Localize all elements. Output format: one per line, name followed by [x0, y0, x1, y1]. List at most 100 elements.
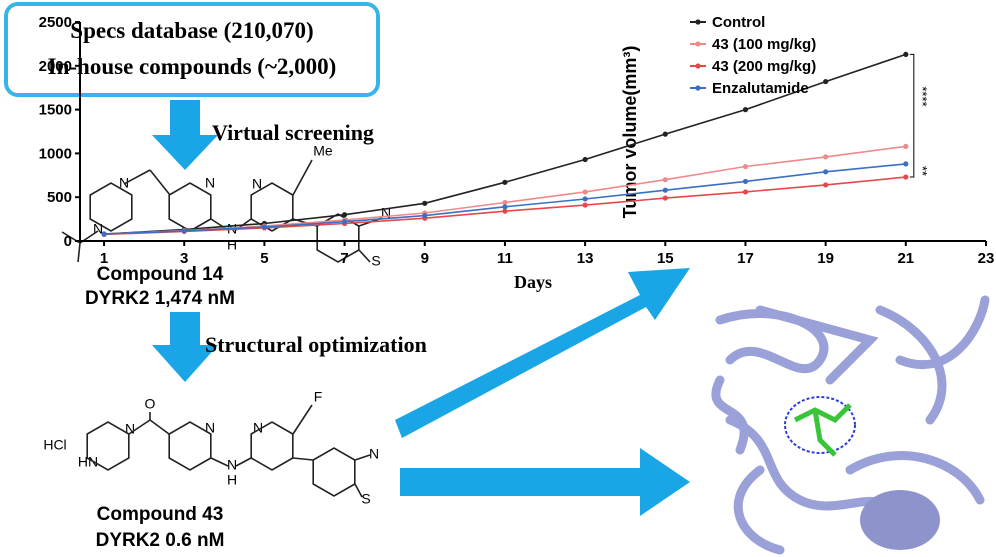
protein-panel: [708, 300, 990, 556]
data-point: [662, 177, 668, 183]
x-tick-label: 5: [260, 250, 268, 267]
bond: [354, 483, 363, 498]
atom: N: [252, 176, 262, 192]
data-point: [662, 195, 668, 201]
data-point: [662, 187, 668, 193]
legend-dot: [695, 63, 701, 69]
ring: [250, 421, 294, 471]
atom: N: [205, 420, 215, 436]
series-line: [104, 163, 906, 235]
data-point: [341, 212, 348, 218]
data-point: [903, 143, 909, 149]
ring: [250, 182, 294, 232]
atom: N: [381, 205, 391, 221]
atom: O: [145, 396, 156, 412]
y-tick-label: 1000: [39, 145, 72, 162]
data-point: [502, 204, 508, 210]
atom: HCl: [43, 437, 66, 453]
ring: [89, 182, 133, 232]
data-point: [502, 199, 508, 206]
atom: N: [253, 420, 263, 436]
legend-label: 43 (100 mg/kg): [712, 36, 816, 53]
data-point: [502, 208, 508, 214]
data-point: [903, 161, 909, 167]
compound-activity: DYRK2 1,474 nM: [85, 288, 235, 309]
data-point: [582, 202, 588, 208]
ring: [316, 213, 360, 263]
atom: N: [119, 175, 129, 191]
bond: [123, 169, 151, 185]
x-tick-label: 13: [577, 250, 594, 267]
molecule-compound-43: HCl HN N O N N H N F N S: [43, 389, 379, 507]
x-tick-label: 7: [340, 250, 348, 267]
data-point: [903, 174, 909, 180]
data-point: [422, 212, 428, 219]
data-point: [742, 163, 749, 170]
significance-bracket: [909, 53, 915, 178]
data-point: [823, 182, 829, 188]
y-tick-label: 2500: [39, 14, 72, 31]
legend-label: Enzalutamide: [712, 80, 809, 97]
y-tick-label: 2000: [39, 58, 72, 75]
box-line: Specs database (210,070): [70, 18, 313, 43]
ring: [168, 421, 212, 471]
legend-label: 43 (200 mg/kg): [712, 58, 816, 75]
data-point: [181, 228, 187, 234]
x-tick-label: 19: [817, 250, 834, 267]
data-point: [823, 169, 829, 175]
bond: [77, 242, 81, 263]
x-tick-label: 21: [897, 250, 914, 267]
atom: N: [227, 457, 237, 473]
data-point: [823, 78, 829, 85]
x-tick-label: 1: [100, 250, 108, 267]
y-tick-label: 0: [64, 233, 72, 250]
x-tick-label: 3: [180, 250, 188, 267]
data-point: [903, 51, 909, 58]
atom: S: [361, 491, 370, 507]
step-label: Virtual screening: [212, 120, 374, 145]
down-arrow: [152, 312, 218, 382]
atom: S: [371, 253, 380, 269]
data-point: [422, 200, 428, 206]
bond: [210, 457, 229, 467]
x-axis-label: Days: [514, 272, 552, 292]
bond: [292, 457, 314, 461]
bond: [292, 159, 313, 196]
data-point: [341, 219, 348, 225]
x-tick-label: 23: [978, 250, 995, 267]
bond: [149, 169, 171, 196]
ligand: [793, 403, 852, 457]
legend-dot: [695, 41, 701, 47]
atom: Me: [313, 143, 333, 159]
bond: [292, 404, 313, 435]
data-point: [742, 178, 749, 185]
x-tick-label: 15: [657, 250, 674, 267]
box-line: In-house compounds (~2,000): [48, 54, 337, 79]
atom: N: [369, 446, 379, 462]
ring: [312, 447, 356, 497]
data-point: [742, 189, 749, 195]
diagonal-arrow: [395, 268, 690, 438]
data-point: [823, 154, 829, 160]
atom: F: [314, 389, 323, 405]
bond: [149, 419, 170, 435]
ring: [86, 421, 130, 471]
data-point: [502, 179, 508, 185]
down-arrow: [152, 100, 218, 170]
compound-name: Compound 14: [97, 264, 224, 285]
legend-dot: [695, 85, 701, 91]
annotation: **: [915, 166, 930, 176]
y-tick-label: 1500: [39, 102, 72, 119]
series-line: [104, 145, 906, 235]
bond: [354, 454, 371, 461]
atom: H: [227, 237, 237, 253]
protein-structure: [708, 295, 990, 556]
data-point: [261, 224, 268, 230]
annotation: ****: [915, 86, 930, 106]
atom: H: [227, 472, 237, 488]
data-point: [582, 156, 588, 163]
step-label: Structural optimization: [205, 332, 427, 357]
protein-helix: [860, 490, 940, 550]
compound-activity: DYRK2 0.6 nM: [96, 530, 225, 551]
